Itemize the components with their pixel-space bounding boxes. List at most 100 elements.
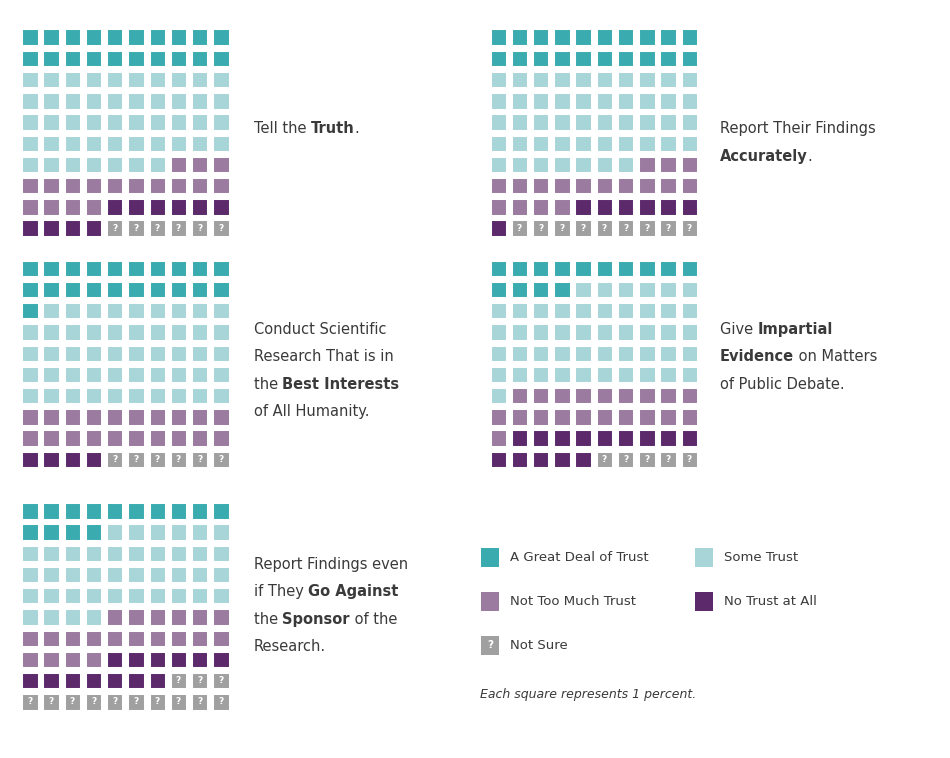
Bar [21,630,39,647]
Bar [170,114,187,130]
Bar [127,260,144,277]
Bar [191,156,208,173]
Bar [617,260,635,277]
Bar [170,50,187,67]
Text: ?: ? [155,455,160,464]
Bar [511,114,528,130]
Bar [21,651,39,668]
Text: Give: Give [720,322,758,337]
Bar [617,302,635,319]
Bar [106,387,124,404]
Bar [553,220,571,236]
Text: ?: ? [538,224,543,233]
Bar [680,260,698,277]
Bar [617,220,635,236]
Bar [64,566,81,583]
Bar [511,345,528,362]
Bar [148,609,166,625]
Bar [511,50,528,67]
Bar [680,324,698,340]
Bar [511,29,528,45]
Bar [659,114,676,130]
Bar [680,92,698,109]
Bar [638,114,656,130]
Bar [659,92,676,109]
Bar [148,50,166,67]
Bar [617,29,635,45]
Bar [106,409,124,425]
Text: on Matters: on Matters [794,349,878,365]
Bar [212,177,230,194]
Bar [170,430,187,446]
Bar [43,220,60,236]
Bar [64,302,81,319]
Bar [21,324,39,340]
Bar [64,71,81,88]
Bar [148,651,166,668]
Bar [170,156,187,173]
Bar [21,345,39,362]
Bar [680,156,698,173]
Bar [212,156,230,173]
Bar [489,260,507,277]
Bar [106,177,124,194]
Text: the: the [254,377,282,392]
Bar [489,387,507,404]
Bar [106,302,124,319]
Bar [659,199,676,215]
Bar [553,409,571,425]
Bar [64,260,81,277]
Bar [191,430,208,446]
Bar [212,566,230,583]
Bar [596,50,613,67]
Bar [148,199,166,215]
Bar [617,71,635,88]
Bar [596,345,613,362]
Bar [680,135,698,152]
Bar [489,366,507,383]
Bar [596,430,613,446]
Bar [64,672,81,689]
Bar [659,50,676,67]
Text: ?: ? [687,455,692,464]
Bar [64,177,81,194]
Text: ?: ? [560,224,564,233]
Bar [532,430,549,446]
Bar [43,177,60,194]
Bar [511,302,528,319]
Bar [43,156,60,173]
Bar [575,177,592,194]
Text: ?: ? [487,640,493,650]
Bar [127,114,144,130]
Bar [695,591,712,611]
Bar [553,302,571,319]
Bar [191,135,208,152]
Bar [191,672,208,689]
Text: Not Too Much Trust: Not Too Much Trust [510,594,636,608]
Bar [680,366,698,383]
Bar [659,156,676,173]
Bar [170,387,187,404]
Bar [85,409,103,425]
Bar [212,430,230,446]
Bar [212,345,230,362]
Bar [617,114,635,130]
Bar [532,92,549,109]
Bar [659,177,676,194]
Bar [695,547,712,567]
Bar [511,451,528,468]
Bar [659,366,676,383]
Bar [659,260,676,277]
Text: No Trust at All: No Trust at All [724,594,817,608]
Text: ?: ? [623,455,628,464]
Bar [148,387,166,404]
Bar [148,324,166,340]
Bar [212,71,230,88]
Bar [212,302,230,319]
Bar [170,451,187,468]
Bar [170,609,187,625]
Bar [489,29,507,45]
Bar [575,451,592,468]
Bar [43,430,60,446]
Text: ?: ? [197,697,202,706]
